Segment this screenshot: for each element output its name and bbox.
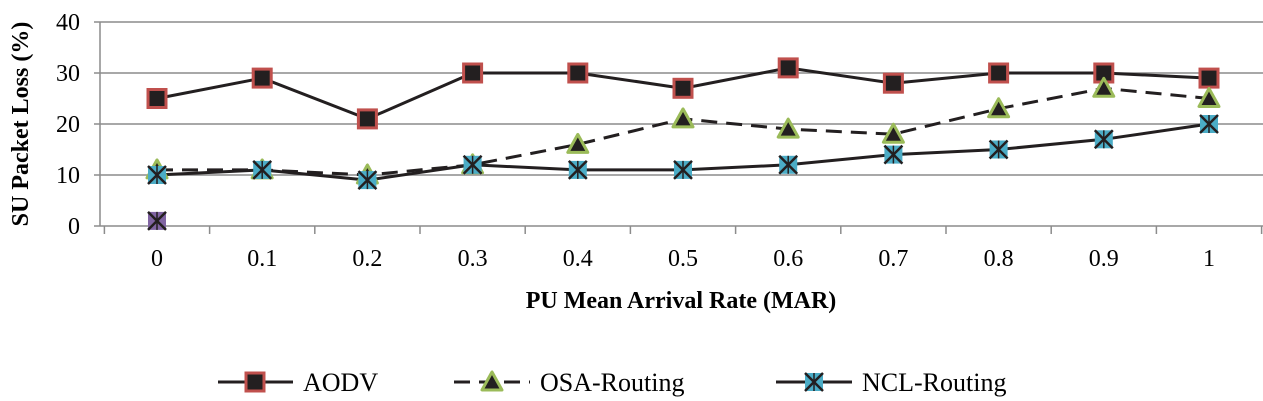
legend-label: AODV: [303, 368, 378, 397]
data-point-osa-routing: [776, 117, 800, 139]
y-tick-label: 40: [56, 10, 80, 36]
legend-item-aodv: AODV: [218, 368, 378, 397]
data-point-ncl-routing: [1093, 129, 1114, 150]
data-point-aodv: [146, 88, 168, 109]
data-point-osa-routing: [566, 132, 590, 154]
legend-item-osa-routing: OSA-Routing: [454, 368, 684, 397]
data-point-osa-routing: [671, 107, 695, 129]
x-tick-label: 0.7: [878, 246, 908, 272]
legend-label: NCL-Routing: [862, 368, 1006, 397]
data-point-extra: [147, 211, 167, 231]
x-tick-label: 0.1: [247, 246, 277, 272]
legend: AODV OSA-Routing NCL-Routing: [218, 368, 1006, 397]
data-point-ncl-routing: [883, 144, 904, 165]
x-tick-label: 0.5: [668, 246, 698, 272]
data-point-aodv: [462, 62, 484, 84]
y-tick-label: 10: [56, 163, 80, 189]
x-tick-label: 0.3: [458, 246, 488, 272]
legend-item-ncl-routing: NCL-Routing: [776, 368, 1006, 397]
data-point-ncl-routing: [462, 154, 483, 175]
data-point-ncl-routing: [673, 160, 693, 180]
y-tick-label: 30: [56, 61, 80, 87]
x-tick-label: 1: [1203, 246, 1215, 272]
x-tick-label: 0.2: [352, 246, 382, 272]
data-point-ncl-routing: [147, 165, 167, 185]
data-point-ncl-routing: [357, 170, 378, 190]
data-point-ncl-routing: [567, 160, 588, 180]
data-point-ncl-routing: [778, 154, 799, 175]
x-tick-label: 0.4: [563, 246, 593, 272]
data-point-aodv: [672, 77, 694, 99]
data-point-aodv: [1198, 67, 1220, 89]
x-tick-label: 0.6: [773, 246, 803, 272]
data-point-osa-routing: [1092, 76, 1116, 98]
y-axis-title: SU Packet Loss (%): [8, 22, 34, 227]
x-tick-label: 0.8: [984, 246, 1014, 272]
data-markers: [145, 57, 1221, 231]
data-point-aodv: [356, 108, 378, 130]
data-point-ncl-routing: [988, 139, 1009, 160]
data-point-aodv: [567, 62, 589, 84]
data-point-ncl-routing: [252, 160, 273, 180]
data-point-osa-routing: [987, 97, 1011, 119]
legend-marker: [480, 370, 504, 392]
x-axis-title: PU Mean Arrival Rate (MAR): [526, 288, 837, 314]
legend-marker: [244, 371, 266, 393]
data-point-osa-routing: [1197, 87, 1221, 108]
legend-label: OSA-Routing: [540, 368, 684, 397]
data-point-aodv: [882, 72, 904, 94]
tick-labels: 0 10 20 30 40 0 0.1 0.2 0.3 0.4 0.5 0.6 0.7 0.8 0.9 1: [56, 10, 1215, 272]
data-point-osa-routing: [881, 122, 905, 144]
data-point-aodv: [777, 57, 799, 79]
y-tick-label: 0: [68, 214, 80, 240]
x-tick-label: 0.9: [1089, 246, 1119, 272]
x-tick-label: 0: [151, 246, 163, 272]
y-tick-label: 20: [56, 112, 80, 138]
data-point-aodv: [988, 62, 1010, 84]
legend-marker: [804, 372, 824, 392]
axes: [94, 21, 1263, 234]
data-point-aodv: [251, 67, 273, 89]
data-point-ncl-routing: [1199, 114, 1219, 134]
